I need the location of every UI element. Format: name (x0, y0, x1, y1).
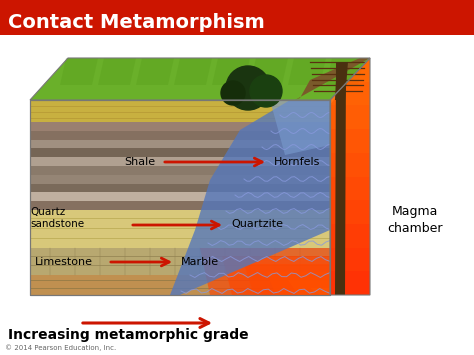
Polygon shape (30, 148, 330, 157)
Polygon shape (330, 105, 370, 129)
Circle shape (226, 66, 270, 110)
Polygon shape (330, 58, 370, 295)
Polygon shape (250, 58, 288, 85)
Polygon shape (98, 58, 136, 85)
Polygon shape (330, 247, 370, 271)
Text: Limestone: Limestone (35, 257, 93, 267)
Text: Marble: Marble (181, 257, 219, 267)
Polygon shape (330, 153, 370, 176)
Polygon shape (266, 272, 330, 295)
Polygon shape (30, 122, 330, 131)
Polygon shape (288, 280, 330, 295)
Text: Magma
chamber: Magma chamber (387, 205, 443, 235)
Polygon shape (30, 192, 330, 201)
Polygon shape (326, 58, 364, 85)
Polygon shape (174, 58, 212, 85)
Text: Hornfels: Hornfels (274, 157, 320, 167)
Polygon shape (244, 264, 330, 295)
Polygon shape (295, 58, 370, 100)
Text: Increasing metamorphic grade: Increasing metamorphic grade (8, 328, 249, 342)
Polygon shape (288, 58, 326, 85)
Bar (0, 0, 474, 35)
Polygon shape (30, 175, 330, 184)
Polygon shape (30, 166, 330, 175)
Polygon shape (330, 82, 370, 105)
Polygon shape (30, 157, 330, 166)
Polygon shape (330, 224, 370, 247)
Polygon shape (330, 271, 370, 295)
Polygon shape (347, 58, 370, 82)
Polygon shape (30, 210, 330, 248)
Polygon shape (30, 275, 330, 295)
Polygon shape (30, 58, 370, 100)
Circle shape (221, 81, 245, 105)
Polygon shape (60, 58, 98, 85)
Polygon shape (170, 100, 330, 295)
Polygon shape (335, 62, 346, 295)
Polygon shape (30, 201, 330, 210)
Polygon shape (30, 140, 330, 148)
Text: Quartzite: Quartzite (231, 219, 283, 229)
Polygon shape (330, 129, 370, 153)
Text: Contact Metamorphism: Contact Metamorphism (8, 12, 265, 32)
Polygon shape (136, 58, 174, 85)
Polygon shape (212, 58, 250, 85)
Text: Shale: Shale (124, 157, 155, 167)
Text: © 2014 Pearson Education, Inc.: © 2014 Pearson Education, Inc. (5, 344, 116, 351)
Polygon shape (335, 62, 348, 100)
Polygon shape (330, 176, 370, 200)
Polygon shape (30, 248, 330, 275)
Polygon shape (30, 275, 330, 295)
Polygon shape (30, 131, 330, 140)
Polygon shape (330, 200, 370, 224)
Polygon shape (310, 288, 330, 295)
Polygon shape (200, 248, 330, 295)
Polygon shape (222, 256, 330, 295)
Polygon shape (270, 100, 330, 155)
Polygon shape (30, 184, 330, 192)
Circle shape (250, 75, 282, 107)
Polygon shape (30, 100, 330, 122)
Text: Quartz
sandstone: Quartz sandstone (30, 207, 84, 229)
